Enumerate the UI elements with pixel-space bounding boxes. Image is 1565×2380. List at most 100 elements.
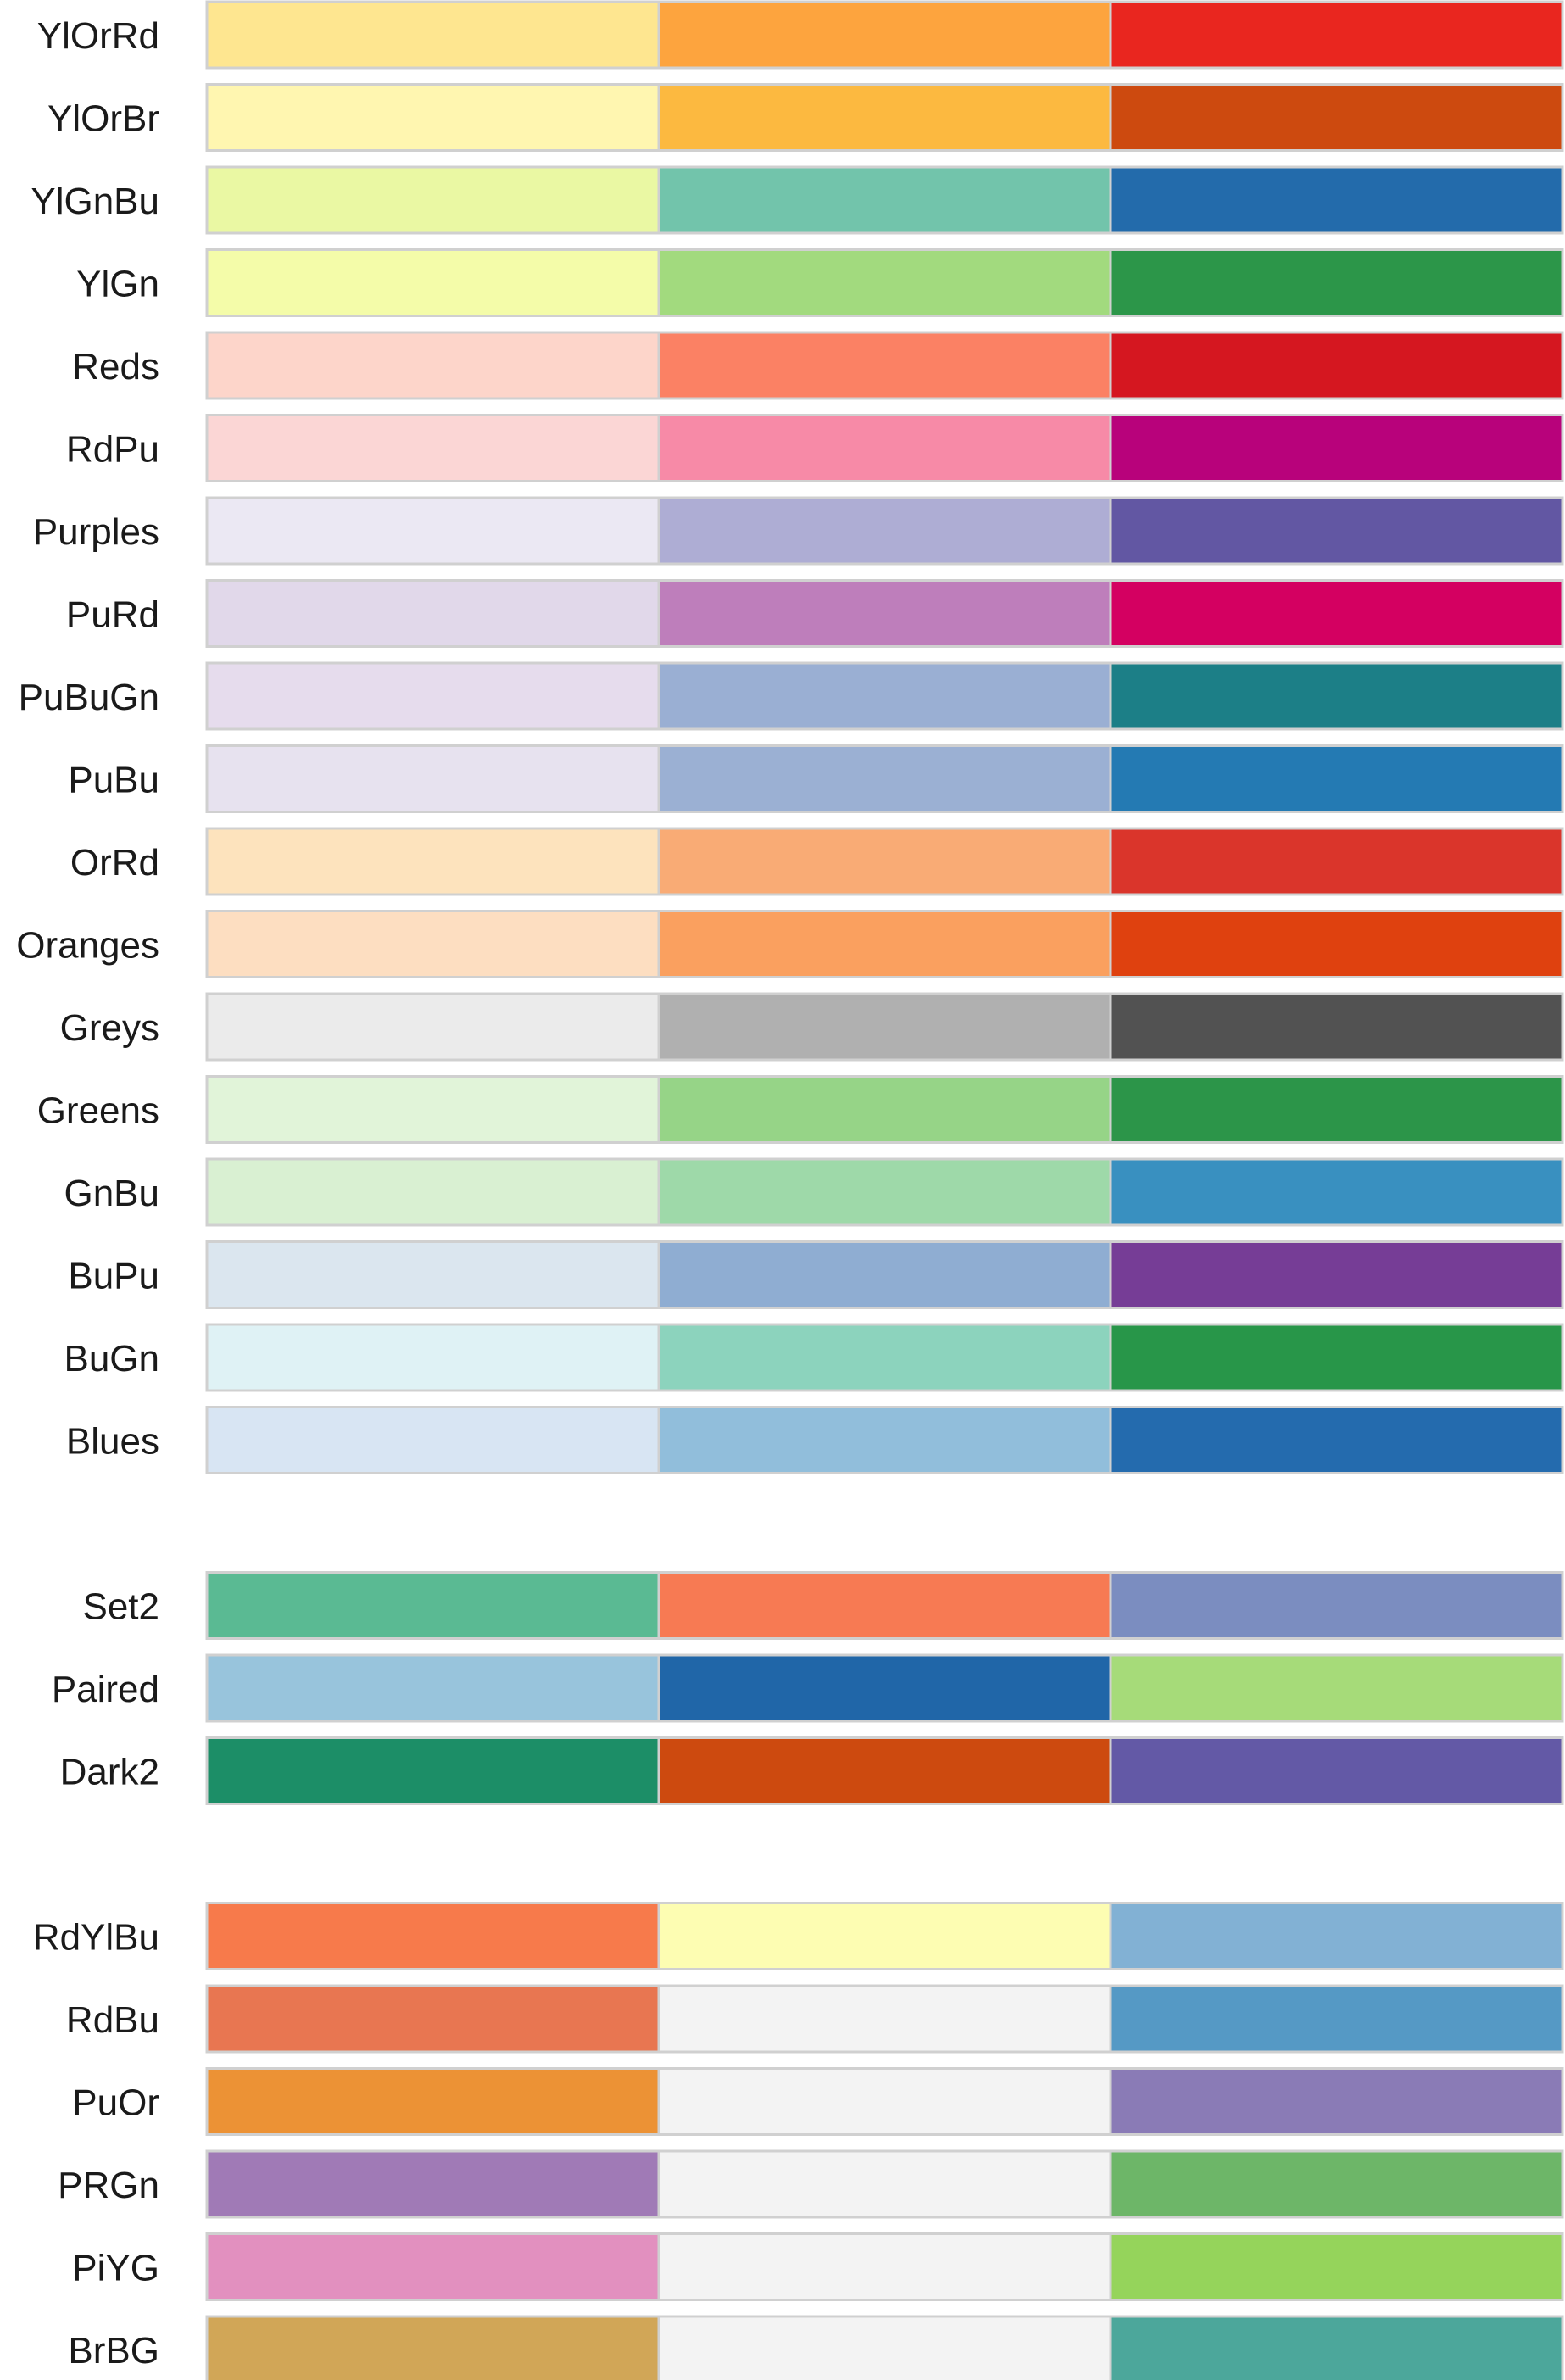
color-swatch	[1109, 1406, 1564, 1474]
palette-row-ylgnbu: YlGnBu	[31, 165, 1564, 235]
color-swatch	[205, 2315, 660, 2380]
color-swatch	[657, 1075, 1112, 1144]
color-swatch	[1109, 1571, 1564, 1640]
color-swatch	[1109, 165, 1564, 235]
color-swatch	[205, 414, 660, 482]
palette-label: BuPu	[68, 1255, 159, 1296]
color-swatch	[205, 2067, 660, 2136]
palette-label: Set2	[82, 1586, 159, 1627]
palette-row-rdpu: RdPu	[66, 414, 1564, 482]
color-swatch	[657, 1323, 1112, 1392]
palette-row-orrd: OrRd	[70, 827, 1564, 896]
color-swatch	[657, 744, 1112, 813]
palette-row-greens: Greens	[37, 1075, 1564, 1144]
color-swatch	[657, 1653, 1112, 1723]
palette-row-blues: Blues	[66, 1406, 1564, 1474]
color-swatch	[205, 579, 660, 648]
color-swatch	[657, 992, 1112, 1062]
color-swatch	[1109, 2067, 1564, 2136]
color-swatch	[205, 827, 660, 896]
color-swatch	[205, 1902, 660, 1970]
color-swatch	[205, 661, 660, 731]
palette-label: Greens	[37, 1090, 159, 1131]
color-swatch	[1109, 1736, 1564, 1805]
color-swatch	[657, 83, 1112, 152]
color-swatch	[1109, 1240, 1564, 1309]
palette-row-rdylbu: RdYlBu	[33, 1902, 1564, 1970]
palette-group-qualitative: Set2 Paired Dark2	[52, 1571, 1564, 1805]
color-swatch	[657, 414, 1112, 482]
palette-row-piyg: PiYG	[72, 2232, 1564, 2301]
color-swatch	[1109, 1157, 1564, 1227]
palette-label: Oranges	[16, 924, 159, 966]
color-swatch	[1109, 331, 1564, 400]
palette-row-ylorbr: YlOrBr	[47, 83, 1564, 152]
palette-label: PuBuGn	[19, 677, 159, 718]
color-swatch	[657, 1736, 1112, 1805]
palette-label: RdYlBu	[33, 1916, 159, 1958]
color-swatch	[205, 1984, 660, 2054]
color-swatch	[205, 1736, 660, 1805]
color-swatch	[1109, 1984, 1564, 2054]
color-swatch	[1109, 579, 1564, 648]
color-swatch	[1109, 0, 1564, 70]
color-swatch	[1109, 992, 1564, 1062]
color-swatch	[1109, 414, 1564, 482]
palette-row-brbg: BrBG	[68, 2315, 1564, 2380]
color-swatch	[205, 496, 660, 566]
color-swatch	[1109, 1653, 1564, 1723]
color-swatch	[657, 579, 1112, 648]
palette-label: PuOr	[72, 2082, 159, 2123]
palette-row-bugn: BuGn	[64, 1323, 1564, 1392]
color-swatch	[1109, 1902, 1564, 1970]
color-swatch	[657, 496, 1112, 566]
palette-label: Purples	[33, 511, 159, 553]
color-swatch	[205, 1075, 660, 1144]
palette-label: PiYG	[72, 2247, 159, 2288]
palette-row-greys: Greys	[60, 992, 1564, 1062]
palette-row-dark2: Dark2	[60, 1736, 1564, 1805]
color-swatch	[1109, 1075, 1564, 1144]
palette-label: YlOrBr	[47, 98, 159, 139]
palette-label: YlOrRd	[37, 15, 159, 57]
color-swatch	[1109, 1323, 1564, 1392]
palette-label: OrRd	[70, 842, 159, 883]
color-swatch	[205, 1406, 660, 1474]
palette-label: Dark2	[60, 1751, 159, 1792]
palette-label: YlGnBu	[31, 181, 159, 222]
color-swatch	[205, 1157, 660, 1227]
palette-label: YlGn	[76, 263, 159, 304]
palette-label: PRGn	[58, 2165, 159, 2206]
color-swatch	[657, 0, 1112, 70]
color-swatch	[1109, 2232, 1564, 2301]
palette-row-puor: PuOr	[72, 2067, 1564, 2136]
color-swatch	[657, 2232, 1112, 2301]
palette-label: RdBu	[66, 1999, 159, 2041]
palette-row-pubugn: PuBuGn	[19, 661, 1564, 731]
color-swatch	[1109, 496, 1564, 566]
palette-row-rdbu: RdBu	[66, 1984, 1564, 2054]
palette-row-oranges: Oranges	[16, 910, 1564, 978]
palette-row-gnbu: GnBu	[64, 1157, 1564, 1227]
palette-row-paired: Paired	[52, 1653, 1564, 1723]
color-swatch	[1109, 661, 1564, 731]
color-swatch	[205, 248, 660, 317]
color-swatch	[657, 1571, 1112, 1640]
color-swatch	[657, 1157, 1112, 1227]
color-swatch	[1109, 2315, 1564, 2380]
color-swatch	[1109, 2149, 1564, 2219]
color-swatch	[205, 0, 660, 70]
palette-label: Reds	[72, 346, 159, 387]
palette-label: PuBu	[68, 759, 159, 800]
palette-row-set2: Set2	[82, 1571, 1564, 1640]
palette-group-diverging: RdYlBu RdBu PuOr PRGn PiYG BrBG	[33, 1902, 1564, 2380]
color-swatch	[657, 661, 1112, 731]
color-swatch	[205, 910, 660, 978]
palette-row-prgn: PRGn	[58, 2149, 1564, 2219]
palette-label: BuGn	[64, 1338, 159, 1380]
color-swatch	[205, 744, 660, 813]
color-swatch	[205, 1240, 660, 1309]
palette-label: Greys	[60, 1007, 159, 1049]
palette-row-pubu: PuBu	[68, 744, 1564, 813]
color-swatch	[657, 827, 1112, 896]
